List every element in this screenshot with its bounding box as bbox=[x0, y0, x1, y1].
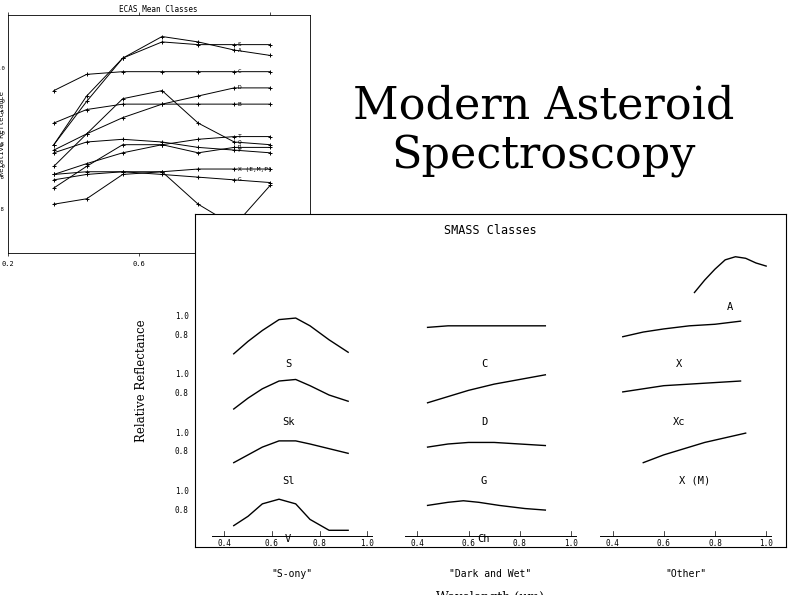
Text: Xc: Xc bbox=[673, 418, 685, 427]
Text: A: A bbox=[727, 302, 734, 312]
Text: 0.4: 0.4 bbox=[606, 539, 619, 548]
Text: 0.8: 0.8 bbox=[708, 539, 722, 548]
Text: 0.8: 0.8 bbox=[513, 539, 526, 548]
Text: S: S bbox=[237, 42, 241, 47]
Text: C: C bbox=[481, 359, 487, 369]
Text: Sl: Sl bbox=[282, 476, 295, 486]
Text: 0.8: 0.8 bbox=[175, 506, 189, 515]
Text: G: G bbox=[237, 177, 241, 182]
Text: 0.4: 0.4 bbox=[410, 539, 424, 548]
Text: 0.8: 0.8 bbox=[313, 539, 326, 548]
Text: Sk: Sk bbox=[282, 418, 295, 427]
Text: 1.0: 1.0 bbox=[0, 99, 5, 104]
Text: V: V bbox=[285, 534, 291, 544]
Text: Ch: Ch bbox=[478, 534, 490, 544]
Text: 0.8: 0.8 bbox=[175, 447, 189, 456]
Text: 0.6: 0.6 bbox=[657, 539, 671, 548]
Text: X: X bbox=[676, 359, 682, 369]
Text: 1.0: 1.0 bbox=[0, 67, 5, 71]
Text: 1.0: 1.0 bbox=[175, 487, 189, 496]
Text: 0.8: 0.8 bbox=[175, 389, 189, 398]
Text: X (M): X (M) bbox=[679, 476, 710, 486]
Text: "Other": "Other" bbox=[665, 569, 706, 579]
Text: Modern Asteroid
Spectroscopy: Modern Asteroid Spectroscopy bbox=[353, 84, 734, 178]
Text: R: R bbox=[237, 145, 241, 150]
Text: SMASS Classes: SMASS Classes bbox=[444, 224, 537, 237]
Text: C: C bbox=[237, 69, 241, 74]
Text: D: D bbox=[237, 86, 241, 90]
Text: 1.0: 1.0 bbox=[0, 131, 5, 136]
Text: Wavelength (μm): Wavelength (μm) bbox=[436, 591, 545, 595]
Text: Q: Q bbox=[237, 139, 241, 145]
Text: 0.6: 0.6 bbox=[461, 539, 476, 548]
Text: Relative Reflectance: Relative Reflectance bbox=[135, 320, 148, 442]
Text: X (E,M,P): X (E,M,P) bbox=[237, 167, 272, 171]
Text: B: B bbox=[237, 102, 241, 107]
Text: 1.0: 1.0 bbox=[175, 428, 189, 437]
Text: F: F bbox=[237, 148, 241, 152]
Text: 1.0: 1.0 bbox=[759, 539, 773, 548]
Text: 0.4: 0.4 bbox=[218, 539, 231, 548]
Text: S: S bbox=[285, 359, 291, 369]
Text: "Dark and Wet": "Dark and Wet" bbox=[449, 569, 531, 579]
Text: 0.8: 0.8 bbox=[0, 207, 5, 212]
Text: D: D bbox=[481, 418, 487, 427]
Text: G: G bbox=[481, 476, 487, 486]
Text: 0.8: 0.8 bbox=[0, 142, 5, 147]
Text: 1.0: 1.0 bbox=[0, 164, 5, 169]
Text: "S-ony": "S-ony" bbox=[272, 569, 313, 579]
Text: 0.8: 0.8 bbox=[0, 175, 5, 180]
Text: 0.6: 0.6 bbox=[265, 539, 279, 548]
Text: 0.8: 0.8 bbox=[0, 109, 5, 115]
Text: 1.0: 1.0 bbox=[175, 312, 189, 321]
Text: 0.8: 0.8 bbox=[175, 331, 189, 340]
Text: 1.0: 1.0 bbox=[564, 539, 578, 548]
Text: A: A bbox=[237, 48, 241, 52]
Text: V: V bbox=[237, 223, 241, 228]
Text: 1.0: 1.0 bbox=[175, 370, 189, 379]
Text: 1.0: 1.0 bbox=[360, 539, 374, 548]
Y-axis label: Relative Reflectance: Relative Reflectance bbox=[0, 92, 6, 176]
Title: ECAS Mean Classes: ECAS Mean Classes bbox=[119, 5, 198, 14]
Text: T: T bbox=[237, 134, 241, 139]
